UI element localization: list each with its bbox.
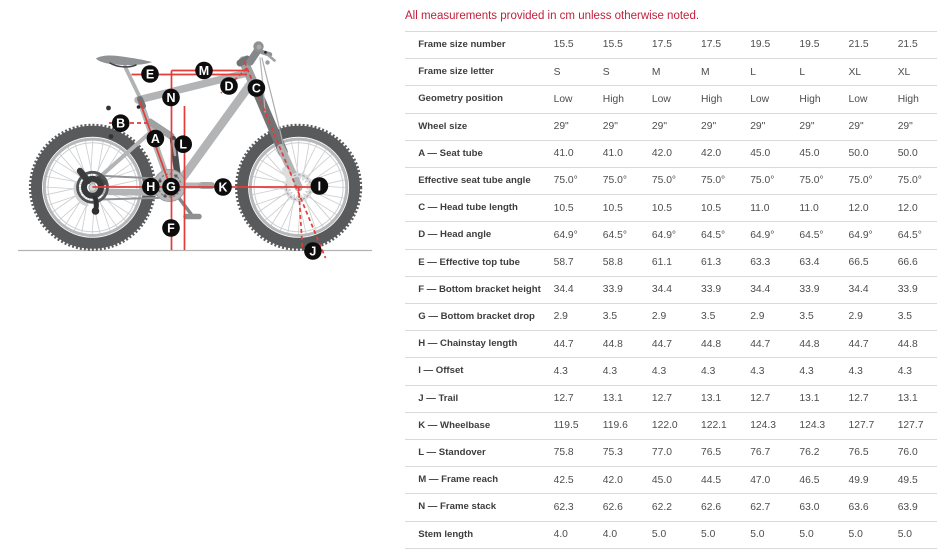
svg-text:H: H: [146, 180, 155, 194]
svg-text:J: J: [309, 245, 316, 259]
svg-text:L: L: [179, 138, 187, 152]
svg-text:M: M: [199, 64, 209, 78]
svg-text:G: G: [166, 180, 176, 194]
svg-text:I: I: [318, 180, 321, 194]
svg-text:A: A: [151, 132, 160, 146]
svg-text:D: D: [224, 80, 233, 94]
svg-text:F: F: [167, 222, 175, 236]
svg-text:C: C: [252, 82, 261, 96]
svg-text:K: K: [218, 181, 227, 195]
svg-text:E: E: [146, 68, 154, 82]
svg-text:N: N: [166, 91, 175, 105]
svg-text:B: B: [116, 117, 125, 131]
